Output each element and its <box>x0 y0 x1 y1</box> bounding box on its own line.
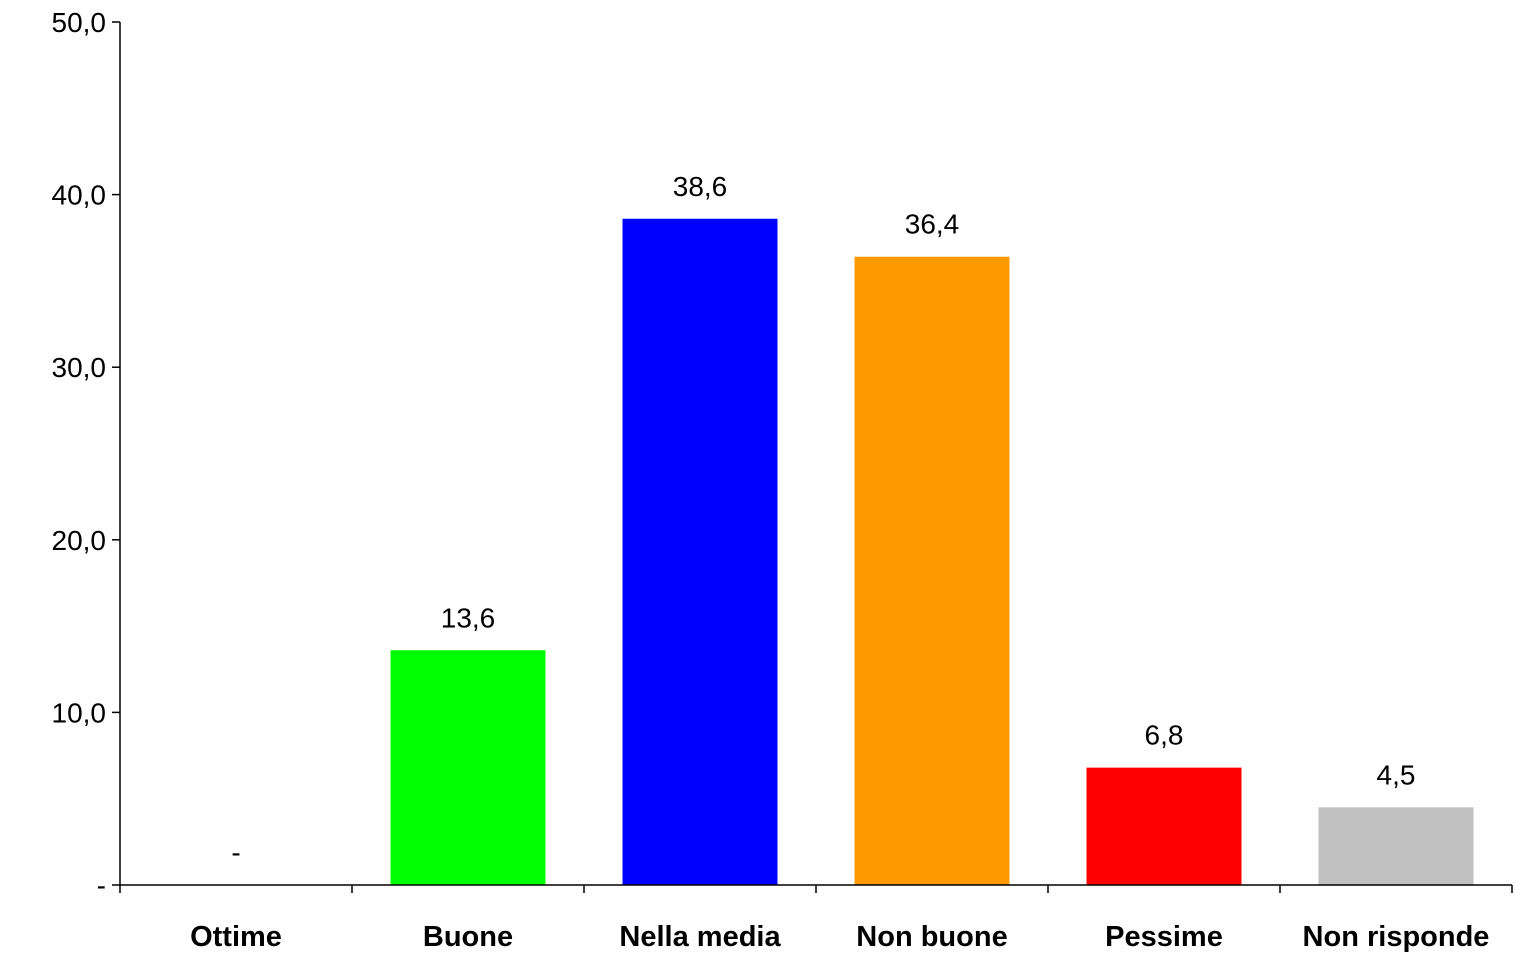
data-label: 6,8 <box>1145 720 1184 751</box>
data-label: 36,4 <box>905 209 960 240</box>
y-tick-label: 30,0 <box>52 352 107 383</box>
y-tick-label: 20,0 <box>52 525 107 556</box>
category-label: Ottime <box>190 921 282 953</box>
bar-non-risponde <box>1318 807 1474 885</box>
data-labels: - 13,6 38,6 36,4 6,8 4,5 <box>231 171 1415 868</box>
bar-nella-media <box>622 218 778 885</box>
y-tick-label: - <box>97 870 106 901</box>
bar-non-buone <box>854 256 1010 886</box>
category-label: Nella media <box>619 921 781 953</box>
bar-series <box>390 218 1474 886</box>
data-label: 4,5 <box>1377 759 1416 790</box>
category-label: Pessime <box>1105 921 1223 953</box>
y-tick-label: 40,0 <box>52 180 107 211</box>
y-tick-label: 10,0 <box>52 697 107 728</box>
data-label: - <box>231 837 240 868</box>
category-label: Non buone <box>856 921 1007 953</box>
bar-buone <box>390 650 546 885</box>
data-label: 13,6 <box>441 602 496 633</box>
bar-pessime <box>1086 767 1242 885</box>
category-labels: Ottime Buone Nella media Non buone Pessime No… <box>190 921 1489 953</box>
y-axis-ticks: - 10,0 20,0 30,0 40,0 50,0 <box>52 7 120 901</box>
y-tick-label: 50,0 <box>52 7 107 38</box>
category-label: Non risponde <box>1303 921 1490 953</box>
data-label: 38,6 <box>673 171 728 202</box>
category-label: Buone <box>423 921 513 953</box>
x-axis-ticks <box>119 885 1513 893</box>
